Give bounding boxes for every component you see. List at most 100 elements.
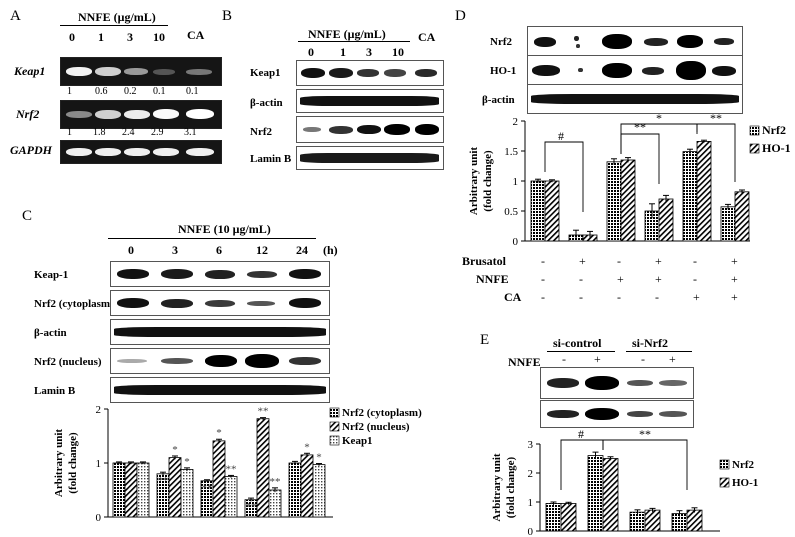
treatment-sign: + <box>617 272 624 286</box>
y-tick-label: 1.5 <box>504 146 518 158</box>
panel-c-time: 3 <box>172 243 178 257</box>
significance-bracket <box>696 123 736 182</box>
significance-mark: * <box>172 444 178 456</box>
panel-a-header: NNFE (μg/mL) <box>78 10 156 24</box>
treatment-sign: + <box>655 272 662 286</box>
y-tick-label: 0 <box>528 526 534 537</box>
bar <box>686 509 703 532</box>
treatment-sign: + <box>693 290 700 304</box>
significance-mark: # <box>558 129 564 143</box>
y-axis-label: (fold change) <box>482 150 494 212</box>
bar <box>180 469 194 518</box>
significance-mark: * <box>304 441 310 453</box>
significance-mark: ** <box>270 476 281 488</box>
treatment-sign: - <box>541 290 545 304</box>
bar <box>560 503 577 532</box>
legend-swatch <box>749 125 760 136</box>
gel-laminb-b <box>296 146 444 170</box>
significance-mark: * <box>656 112 662 125</box>
treatment-sign: - <box>617 254 621 268</box>
panel-c-label: C <box>22 208 33 224</box>
y-tick-label: 0.5 <box>504 206 518 218</box>
gel-nrf2-nuc-c <box>110 348 330 374</box>
gel-actin-d <box>527 84 743 114</box>
gel-nrf2-a <box>60 100 222 129</box>
bar <box>530 180 546 242</box>
y-tick-label: 2 <box>528 468 534 480</box>
significance-bracket <box>544 141 584 212</box>
bar <box>224 476 238 518</box>
panel-b-dose: 10 <box>392 45 404 59</box>
y-tick-label: 3 <box>528 439 534 451</box>
bar <box>300 454 314 518</box>
bar <box>602 458 619 532</box>
legend-label: Nrf2 (nucleus) <box>342 421 410 433</box>
panel-e-sign: + <box>669 352 676 366</box>
panel-b-row-label: Lamin B <box>250 153 292 165</box>
treatment-sign: - <box>655 290 659 304</box>
treatment-sign: - <box>541 272 545 286</box>
gel-keap1-c <box>110 261 330 287</box>
y-axis-label: (fold change) <box>67 432 79 494</box>
panel-c-row-label: Nrf2 (cytoplasm) <box>34 298 114 310</box>
y-tick-label: 1 <box>528 497 534 509</box>
panel-b-row-label: Keap1 <box>250 67 281 79</box>
significance-mark: ** <box>710 112 722 125</box>
y-tick-label: 0 <box>513 236 519 248</box>
significance-mark: ** <box>634 120 646 134</box>
gel-keap1-b <box>296 60 444 86</box>
legend-swatch <box>329 435 340 446</box>
bar <box>124 462 138 518</box>
significance-mark: * <box>184 456 190 468</box>
bar <box>644 509 661 532</box>
panel-c-header: NNFE (10 μg/mL) <box>178 222 271 236</box>
legend-swatch <box>329 421 340 432</box>
bar <box>696 140 712 242</box>
panel-c-time: 12 <box>256 243 268 257</box>
panel-c-unit: (h) <box>323 243 338 257</box>
chart-e: 0 1 2 3 Arbitrary unit (fold change) # ** Nrf2 HO… <box>491 430 758 537</box>
panel-b-row-label: Nrf2 <box>250 126 272 138</box>
panel-d-row-label: HO-1 <box>490 65 517 77</box>
legend-label: Nrf2 <box>732 459 754 471</box>
panel-c-time: 6 <box>216 243 222 257</box>
significance-mark: ** <box>202 483 213 495</box>
legend-swatch <box>719 477 730 488</box>
gel-nrf2-d <box>527 26 743 58</box>
legend-label: Nrf2 <box>762 123 786 137</box>
y-tick-label: 1 <box>513 176 519 188</box>
bar <box>587 455 604 532</box>
bar <box>256 418 270 518</box>
significance-mark: * <box>316 452 322 464</box>
y-tick-label: 1 <box>96 458 102 470</box>
panel-d-label: D <box>455 8 466 24</box>
treatment-sign: - <box>579 290 583 304</box>
significance-bracket <box>602 439 688 490</box>
legend-swatch <box>719 459 730 470</box>
legend-label: HO-1 <box>762 141 791 155</box>
treatment-sign: - <box>617 290 621 304</box>
y-axis-label: Arbitrary unit <box>53 429 65 497</box>
gel-keap1-a <box>60 57 222 86</box>
gel-nrf2-cyto-c <box>110 290 330 316</box>
panel-e-sign: - <box>641 352 645 366</box>
legend-label: Nrf2 (cytoplasm) <box>342 407 422 419</box>
significance-mark: * <box>216 427 222 439</box>
panel-a-ca-label: CA <box>187 28 205 42</box>
y-tick-label: 2 <box>96 404 102 416</box>
gel-nrf2-e <box>540 367 694 399</box>
treatment-sign: - <box>541 254 545 268</box>
bar <box>288 462 302 518</box>
panel-e-group-line <box>547 351 615 352</box>
panel-e-label: E <box>480 332 490 348</box>
panel-c-time: 24 <box>296 243 308 257</box>
significance-mark: ** <box>258 406 269 418</box>
panel-a-dose: 3 <box>127 30 133 44</box>
legend-swatch <box>749 143 760 154</box>
treatment-sign: - <box>693 254 697 268</box>
panel-e-group-line <box>626 351 692 352</box>
gel-actin-c <box>110 319 330 345</box>
bar <box>268 489 282 518</box>
